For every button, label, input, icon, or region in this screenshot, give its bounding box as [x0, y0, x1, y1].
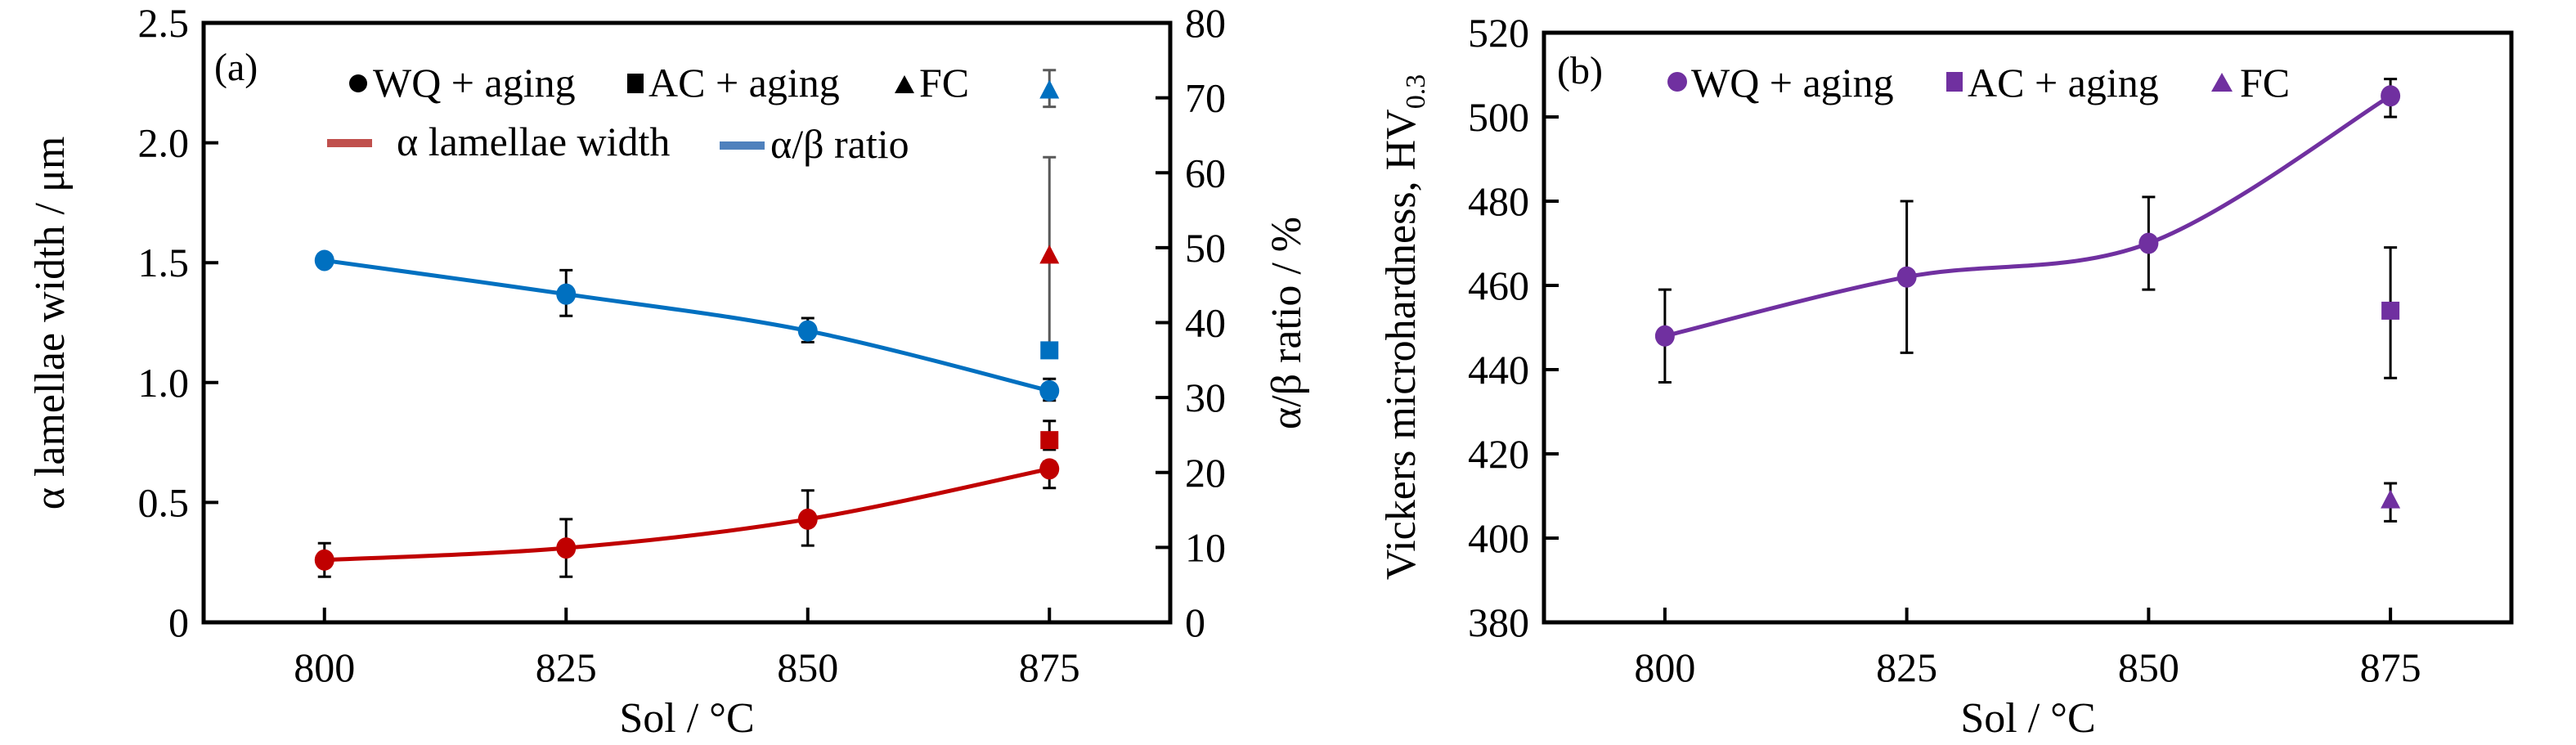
y-tick-label: 400 [1468, 515, 1529, 561]
panel-b-y-axis: 380 400 420 440 460 480 500 520 [1468, 10, 1559, 645]
y-tick-label: 10 [1185, 524, 1226, 570]
x-tick-label: 875 [1019, 644, 1080, 690]
y-tick-label: 480 [1468, 178, 1529, 224]
data-point-circle [1039, 379, 1060, 402]
legend-ac-aging-marker [1946, 72, 1963, 92]
panel-a-left-y-axis-title: α lamellae width / μm [27, 137, 74, 510]
x-tick-label: 850 [777, 644, 838, 690]
panel-a-right-y-axis: 0 10 20 30 40 50 60 70 80 [1156, 0, 1226, 645]
legend-alpha-beta-ratio-line [720, 141, 765, 150]
legend-wq-aging-label: WQ + aging [1691, 60, 1894, 105]
x-tick-label: 800 [1634, 644, 1695, 690]
data-point-triangle [1039, 245, 1060, 264]
y-tick-label: 0.5 [138, 479, 190, 525]
panel-a-right-y-axis-title: α/β ratio / % [1263, 217, 1310, 429]
y-tick-label: 2.0 [138, 120, 190, 166]
panel-a-x-axis-title: Sol / °C [619, 695, 754, 742]
y-tick-label: 50 [1185, 225, 1226, 271]
data-point-circle [314, 549, 334, 571]
data-point-triangle [1039, 79, 1060, 99]
data-point-circle [797, 508, 818, 530]
legend-wq-aging-label: WQ + aging [373, 60, 576, 105]
legend-wq-aging-marker [349, 74, 367, 92]
data-point-circle [556, 283, 577, 305]
panel-b-x-axis: 800 825 850 875 [1634, 608, 2421, 690]
panel-b-y-axis-title-main: Vickers microhardness, HV [1378, 109, 1425, 580]
y-tick-label: 520 [1468, 10, 1529, 56]
panel-b-plot-frame [1542, 30, 2514, 625]
panel-b-y-axis-title: Vickers microhardness, HV0.3 [1378, 74, 1431, 580]
legend-alpha-width-line [327, 139, 372, 147]
panel-a-label: (a) [214, 46, 258, 89]
y-tick-label: 70 [1185, 75, 1226, 121]
panel-a-series [314, 69, 1060, 578]
x-tick-label: 875 [2360, 644, 2421, 690]
panel-a-left-y-axis: 0 0.5 1.0 1.5 2.0 2.5 [138, 0, 218, 645]
y-tick-label: 1.0 [138, 360, 190, 406]
legend-ac-aging-label: AC + aging [1968, 60, 2159, 105]
data-point-circle [797, 320, 818, 342]
data-point-circle [1896, 266, 1917, 288]
x-tick-label: 825 [1876, 644, 1937, 690]
data-point-circle [1654, 325, 1675, 347]
legend-alpha-width-label: α lamellae width [397, 119, 670, 164]
data-point-circle [556, 537, 577, 559]
y-tick-label: 0 [168, 599, 189, 645]
panel-b-legend: WQ + aging AC + aging FC [1667, 60, 2290, 105]
data-point-circle [1039, 458, 1060, 480]
x-tick-label: 825 [536, 644, 597, 690]
y-tick-label: 380 [1468, 599, 1529, 645]
y-tick-label: 60 [1185, 150, 1226, 195]
y-tick-label: 0 [1185, 599, 1205, 645]
legend-fc-label: FC [2240, 60, 2290, 105]
y-tick-label: 40 [1185, 300, 1226, 346]
panel-a: 800 825 850 875 0 0.5 1.0 1.5 2.0 2.5 0 10 20 30 40 5… [27, 0, 1310, 742]
panel-b-label: (b) [1557, 49, 1603, 92]
y-tick-label: 420 [1468, 431, 1529, 477]
legend-fc-label: FC [919, 60, 969, 105]
data-point-triangle [2381, 489, 2401, 509]
y-tick-label: 2.5 [138, 0, 190, 46]
legend-wq-aging-marker [1667, 72, 1687, 92]
x-tick-label: 800 [294, 644, 355, 690]
data-point-square [1040, 341, 1059, 360]
y-tick-label: 80 [1185, 0, 1226, 46]
y-tick-label: 20 [1185, 450, 1226, 496]
panel-b: 800 825 850 875 380 400 420 440 460 480 500 520 (b… [1378, 10, 2514, 742]
legend-ac-aging-label: AC + aging [648, 60, 840, 105]
legend-fc-marker [895, 75, 914, 93]
legend-alpha-beta-ratio-label: α/β ratio [770, 121, 909, 167]
data-point-circle [2381, 85, 2401, 107]
y-tick-label: 1.5 [138, 240, 190, 285]
y-tick-label: 460 [1468, 263, 1529, 308]
panel-a-x-axis: 800 825 850 875 [294, 608, 1080, 690]
series-line [324, 258, 1050, 393]
legend-fc-marker [2211, 73, 2233, 92]
data-point-square [2381, 301, 2400, 320]
panel-b-x-axis-title: Sol / °C [1960, 695, 2095, 742]
y-tick-label: 30 [1185, 375, 1226, 420]
panel-b-y-axis-title-subscript: 0.3 [1401, 74, 1431, 110]
x-tick-label: 850 [2118, 644, 2179, 690]
panel-b-series [1654, 78, 2401, 523]
panel-a-plot-frame [201, 20, 1173, 625]
y-tick-label: 440 [1468, 347, 1529, 393]
series-line [324, 466, 1050, 563]
data-point-circle [314, 249, 334, 272]
data-point-square [1040, 431, 1059, 450]
legend-ac-aging-marker [627, 74, 644, 93]
series-line [1664, 94, 2392, 339]
y-tick-label: 500 [1468, 94, 1529, 140]
panel-a-legend: WQ + aging AC + aging FC α lamellae widt… [327, 60, 969, 167]
data-point-circle [2138, 232, 2159, 254]
